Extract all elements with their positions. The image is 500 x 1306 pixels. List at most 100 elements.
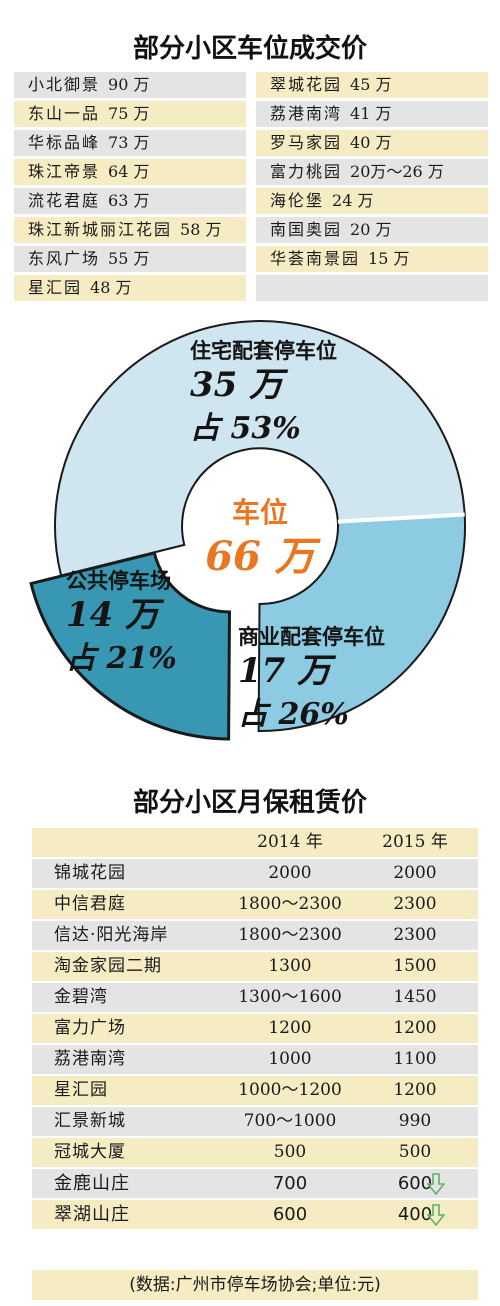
- price-row: [256, 275, 488, 301]
- slice-label-residential: 住宅配套停车位: [190, 339, 337, 363]
- header-2014: 2014 年: [257, 832, 323, 852]
- price-row: 罗马家园 40 万: [256, 130, 488, 156]
- row-name: 翠湖山庄: [54, 1204, 130, 1225]
- row-name: 汇景新城: [54, 1111, 126, 1131]
- value-2015: 2000: [393, 863, 437, 883]
- row-name: 星汇园: [54, 1080, 108, 1100]
- value-2015: 600: [397, 1173, 433, 1194]
- community-name: 罗马家园: [270, 133, 343, 152]
- table-row: 淘金家园二期 1300 1500: [32, 952, 478, 981]
- row-name: 锦城花园: [54, 863, 126, 883]
- parking-price: 20万～26 万: [350, 162, 444, 181]
- value-2015: 2300: [393, 925, 437, 945]
- community-name: 荔港南湾: [270, 104, 343, 123]
- value-2014: 700: [272, 1173, 308, 1194]
- parking-price: 48 万: [90, 278, 132, 297]
- price-row: 小北御景 90 万: [14, 72, 246, 98]
- value-2014: 500: [273, 1142, 307, 1162]
- price-list-right: 翠城花园 45 万荔港南湾 41 万罗马家园 40 万富力桃园 20万～26 万海伦堡 2…: [256, 72, 488, 304]
- parking-price: 73 万: [108, 133, 150, 152]
- community-name: 珠江帝景: [28, 162, 101, 181]
- table-row: 信达·阳光海岸 1800～2300 2300: [32, 921, 478, 950]
- parking-price: 15 万: [368, 249, 410, 268]
- community-name: 珠江新城丽江花园: [28, 220, 173, 239]
- center-label: 车位: [232, 496, 288, 529]
- rent-section-title: 部分小区月保租赁价: [132, 788, 367, 818]
- value-2015: 500: [398, 1142, 432, 1162]
- table-row: 富力广场 1200 1200: [32, 1014, 478, 1043]
- row-name: 中信君庭: [54, 894, 126, 914]
- slice-share-commercial: 占 26%: [238, 697, 349, 732]
- table-row: 锦城花园 2000 2000: [32, 859, 478, 888]
- slice-amount-residential: 35 万: [190, 365, 289, 405]
- table-row: 翠湖山庄 600 400: [32, 1200, 478, 1229]
- decrease-indicator: [426, 1200, 445, 1229]
- parking-price: 41 万: [350, 104, 392, 123]
- parking-price: 75 万: [108, 104, 150, 123]
- parking-price: 90 万: [108, 75, 150, 94]
- value-2014: 700～1000: [243, 1111, 337, 1131]
- price-row: 海伦堡 24 万: [256, 188, 488, 214]
- row-name: 淘金家园二期: [54, 956, 162, 976]
- slice-amount-commercial: 17 万: [238, 651, 337, 691]
- row-name: 富力广场: [54, 1018, 126, 1038]
- parking-price: 45 万: [350, 75, 392, 94]
- parking-price: 24 万: [332, 191, 374, 210]
- price-row: 南国奥园 20 万: [256, 217, 488, 243]
- value-2015: 1200: [393, 1018, 437, 1038]
- parking-price: 58 万: [180, 220, 222, 239]
- value-2014: 1800～2300: [238, 894, 342, 914]
- table-row: 金鹿山庄 700 600: [32, 1169, 478, 1198]
- row-name: 荔港南湾: [54, 1049, 126, 1069]
- price-row: 富力桃园 20万～26 万: [256, 159, 488, 185]
- price-list-left: 小北御景 90 万东山一品 75 万华标品峰 73 万珠江帝景 64 万流花君庭 63 万…: [14, 72, 246, 304]
- slice-share-public: 占 21%: [66, 641, 177, 676]
- slice-commercial: [257, 513, 467, 733]
- value-2014: 1000: [268, 1049, 312, 1069]
- price-row: 翠城花园 45 万: [256, 72, 488, 98]
- price-row: 流花君庭 63 万: [14, 188, 246, 214]
- community-name: 星汇园: [28, 278, 83, 297]
- community-name: 流花君庭: [28, 191, 101, 210]
- table-row: 冠城大厦 500 500: [32, 1138, 478, 1167]
- value-2015: 2300: [393, 894, 437, 914]
- price-row: 珠江新城丽江花园 58 万: [14, 217, 246, 243]
- community-name: 翠城花园: [270, 75, 343, 94]
- value-2014: 1300: [268, 956, 312, 976]
- row-name: 冠城大厦: [54, 1142, 126, 1162]
- community-name: 小北御景: [28, 75, 101, 94]
- table-row: 星汇园 1000～1200 1200: [32, 1076, 478, 1105]
- value-2015: 400: [397, 1204, 433, 1225]
- price-row: 荔港南湾 41 万: [256, 101, 488, 127]
- value-2014: 1200: [268, 1018, 312, 1038]
- value-2015: 1100: [393, 1049, 437, 1069]
- down-arrow-icon: [427, 1173, 445, 1195]
- table-row: 荔港南湾 1000 1100: [32, 1045, 478, 1074]
- community-name: 富力桃园: [270, 162, 343, 181]
- center-total: 66 万: [205, 533, 322, 580]
- community-name: 南国奥园: [270, 220, 343, 239]
- row-name: 金碧湾: [54, 987, 108, 1007]
- value-2014: 600: [272, 1204, 308, 1225]
- rent-table: 2014 年 2015 年锦城花园 2000 2000 中信君庭 1800～2300 230…: [32, 828, 478, 1231]
- slice-amount-public: 14 万: [66, 595, 165, 635]
- parking-price: 20 万: [350, 220, 392, 239]
- parking-price: 63 万: [108, 191, 150, 210]
- value-2014: 1300～1600: [238, 987, 342, 1007]
- slice-label-commercial: 商业配套停车位: [238, 625, 385, 649]
- value-2015: 990: [398, 1111, 432, 1131]
- table-row: 汇景新城 700～1000 990: [32, 1107, 478, 1136]
- value-2014: 2000: [268, 863, 312, 883]
- down-arrow-icon: [427, 1204, 445, 1226]
- row-name: 信达·阳光海岸: [54, 925, 169, 945]
- header-2015: 2015 年: [382, 832, 448, 852]
- community-name: 华标品峰: [28, 133, 101, 152]
- table-row: 中信君庭 1800～2300 2300: [32, 890, 478, 919]
- price-section-title: 部分小区车位成交价: [132, 34, 367, 64]
- slice-residential: [54, 320, 466, 577]
- community-name: 海伦堡: [270, 191, 325, 210]
- price-row: 华荟南景园 15 万: [256, 246, 488, 272]
- value-2014: 1000～1200: [238, 1080, 342, 1100]
- parking-price: 64 万: [108, 162, 150, 181]
